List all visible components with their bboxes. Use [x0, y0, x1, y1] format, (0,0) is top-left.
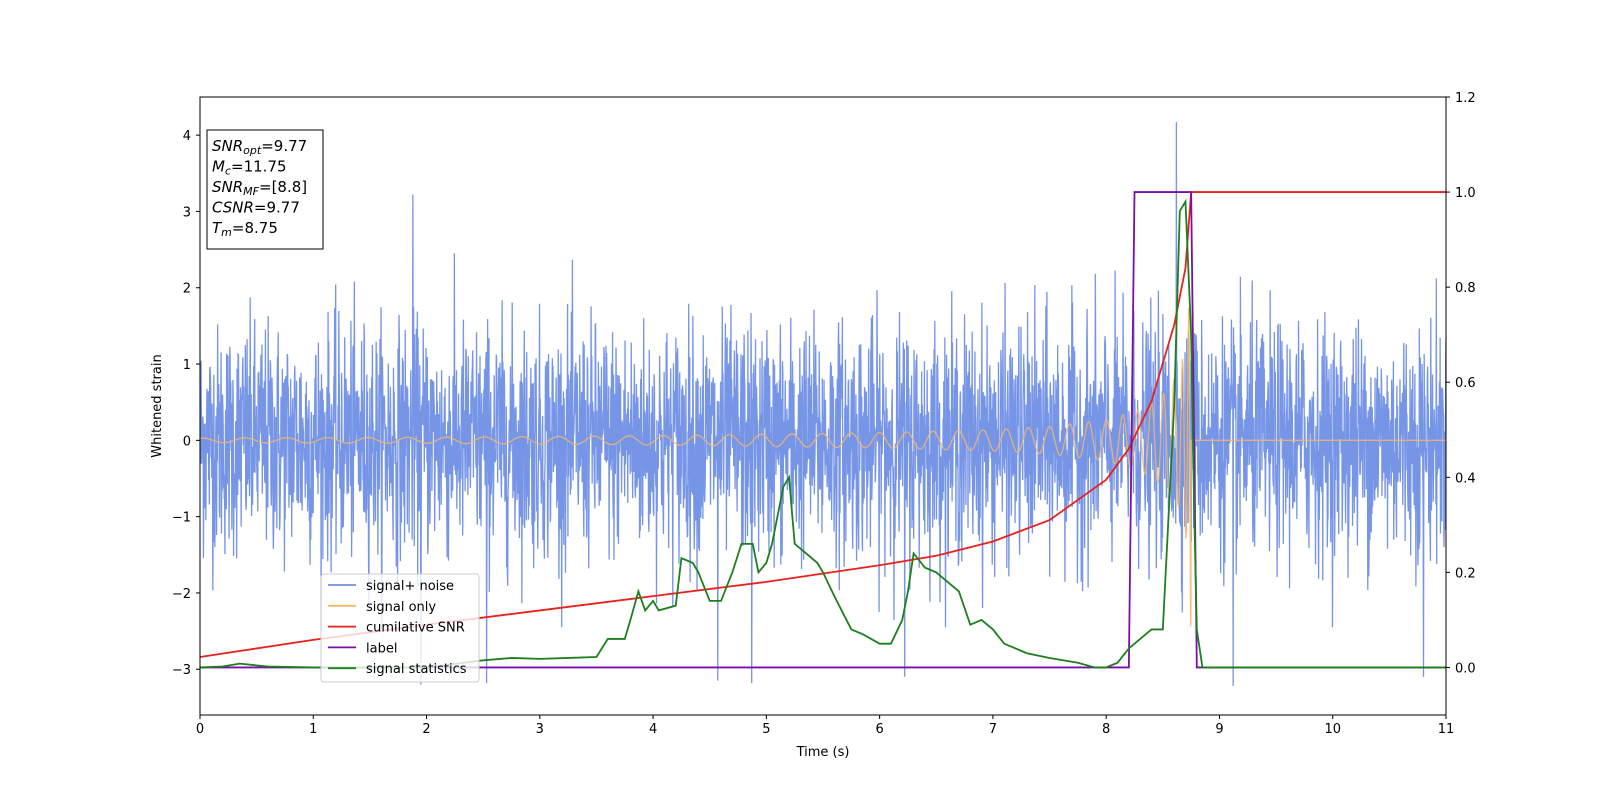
y-tick-label-left: 0 [183, 434, 191, 449]
y-axis-label: Whitened strain [150, 354, 165, 457]
series-layer [200, 122, 1446, 687]
annotation-box-frame [206, 129, 324, 250]
y-tick-label-left: 1 [183, 358, 191, 373]
annotation-subscript: m [221, 226, 232, 239]
annotation-subscript: c [225, 165, 231, 178]
y-tick-label-left: −2 [172, 587, 191, 602]
plot-frame [199, 96, 1447, 716]
y-tick-label-right: 1.0 [1455, 186, 1476, 201]
annotation-value: =9.77 [261, 137, 307, 155]
x-tick-label: 6 [875, 722, 883, 737]
annotation-line: Mc=11.75 [212, 158, 287, 178]
legend-label: cumilative SNR [366, 621, 465, 636]
right-y-axis: 0.0 0.2 0.4 0.6 0.8 1.0 1.2 [1446, 91, 1476, 676]
x-tick-label: 1 [309, 722, 317, 737]
left-y-axis: −3 −2 −1 0 1 2 3 4 [172, 129, 200, 678]
annotation-symbol: M [212, 158, 225, 176]
annotation-box: SNRopt=9.77Mc=11.75SNRMF=[8.8]CSNR=9.77T… [206, 129, 324, 250]
annotation-symbol: CSNR [212, 199, 254, 217]
x-tick-label: 9 [1215, 722, 1223, 737]
annotation-value: =8.75 [232, 219, 278, 237]
legend-label: signal statistics [366, 662, 467, 677]
x-tick-label: 0 [196, 722, 204, 737]
y-tick-label-left: −1 [172, 511, 191, 526]
annotation-symbol: T [212, 219, 223, 237]
annotation-line: SNRopt=9.77 [212, 137, 307, 157]
annotation-symbol: SNR [212, 137, 243, 155]
y-tick-label-right: 0.6 [1455, 376, 1476, 391]
series-signal-only-line [200, 307, 1446, 627]
annotation-symbol: SNR [212, 178, 243, 196]
annotation-line: Tm=8.75 [212, 219, 278, 239]
legend-label: signal only [366, 600, 436, 615]
x-tick-label: 2 [422, 722, 430, 737]
y-tick-label-right: 1.2 [1455, 91, 1476, 106]
x-tick-label: 10 [1324, 722, 1341, 737]
x-tick-label: 7 [989, 722, 997, 737]
x-tick-label: 11 [1438, 722, 1455, 737]
annotation-value: =11.75 [231, 158, 287, 176]
x-tick-label: 3 [536, 722, 544, 737]
series-signal-statistics-line [200, 198, 1446, 669]
annotation-value: =[8.8] [259, 178, 307, 196]
y-tick-label-right: 0.8 [1455, 281, 1476, 296]
legend-frame [320, 573, 480, 683]
x-axis-label: Time (s) [796, 745, 850, 760]
legend-label: signal+ noise [366, 579, 454, 594]
legend-label: label [366, 641, 397, 656]
annotation-subscript: MF [243, 185, 259, 198]
y-tick-label-left: 3 [183, 205, 191, 220]
y-tick-label-right: 0.0 [1455, 661, 1476, 676]
y-tick-label-left: 4 [183, 129, 191, 144]
series-signal-noise-line [200, 122, 1446, 687]
x-axis: 0 1 2 3 4 5 6 7 8 9 10 11 [196, 715, 1454, 737]
x-tick-label: 5 [762, 722, 770, 737]
y-tick-label-left: 2 [183, 282, 191, 297]
annotation-line: SNRMF=[8.8] [212, 178, 307, 198]
annotation-subscript: opt [243, 144, 262, 157]
y-tick-label-right: 0.4 [1455, 471, 1476, 486]
y-tick-label-left: −3 [172, 663, 191, 678]
annotation-line: CSNR=9.77 [212, 199, 300, 217]
x-tick-label: 4 [649, 722, 657, 737]
annotation-value: =9.77 [254, 199, 300, 217]
legend: signal+ noise signal only cumilative SNR la… [320, 573, 480, 683]
x-tick-label: 8 [1102, 722, 1110, 737]
y-tick-label-right: 0.2 [1455, 566, 1476, 581]
